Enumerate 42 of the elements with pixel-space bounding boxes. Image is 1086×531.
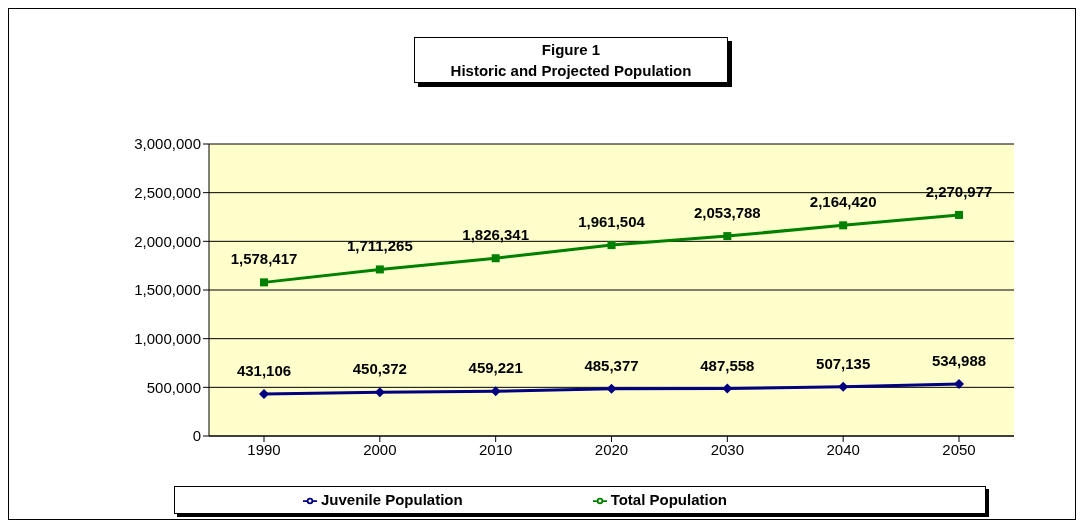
data-label: 1,826,341 <box>462 226 530 244</box>
data-label: 1,711,265 <box>346 237 413 255</box>
point <box>260 278 268 287</box>
legend-label: Total Population <box>610 491 728 508</box>
x-tick-label: 2010 <box>478 440 513 458</box>
y-tick-label: 1,500,000 <box>134 281 201 299</box>
x-tick-label: 2040 <box>826 440 860 458</box>
y-tick-label: 0 <box>192 427 201 445</box>
x-tick-label: 2050 <box>942 440 976 458</box>
legend-label: Juvenile Population <box>320 491 463 508</box>
y-tick-label: 1,000,000 <box>134 329 201 347</box>
point <box>490 386 501 397</box>
point <box>954 378 964 389</box>
data-label: 2,053,788 <box>693 204 761 222</box>
y-tick-label: 500,000 <box>146 378 201 396</box>
chart-title: Figure 1 <box>540 40 602 60</box>
data-label: 450,372 <box>352 360 407 378</box>
point <box>375 265 384 274</box>
data-label: 431,106 <box>236 362 292 380</box>
y-tick-label: 3,000,000 <box>134 135 201 153</box>
x-tick-label: 2000 <box>363 440 397 458</box>
data-label: 1,578,417 <box>230 250 298 268</box>
data-label: 2,164,420 <box>809 193 877 211</box>
point <box>607 241 616 250</box>
point <box>491 254 500 263</box>
point <box>839 221 848 230</box>
data-label: 507,135 <box>816 354 871 372</box>
data-label: 487,558 <box>700 356 755 374</box>
y-tick-label: 2,500,000 <box>134 183 201 201</box>
x-tick-label: 2030 <box>710 440 745 458</box>
data-label: 485,377 <box>584 356 639 374</box>
y-tick-label: 2,000,000 <box>134 232 201 250</box>
point <box>606 383 617 394</box>
point <box>723 232 732 241</box>
point <box>259 389 269 400</box>
data-label: 459,221 <box>468 359 523 377</box>
x-tick-label: 1990 <box>247 440 281 458</box>
data-label: 534,988 <box>931 351 987 369</box>
x-tick-label: 2020 <box>594 440 629 458</box>
data-label: 1,961,504 <box>578 213 646 231</box>
chart-subtitle: Historic and Projected Population <box>449 61 693 81</box>
point <box>955 210 963 219</box>
